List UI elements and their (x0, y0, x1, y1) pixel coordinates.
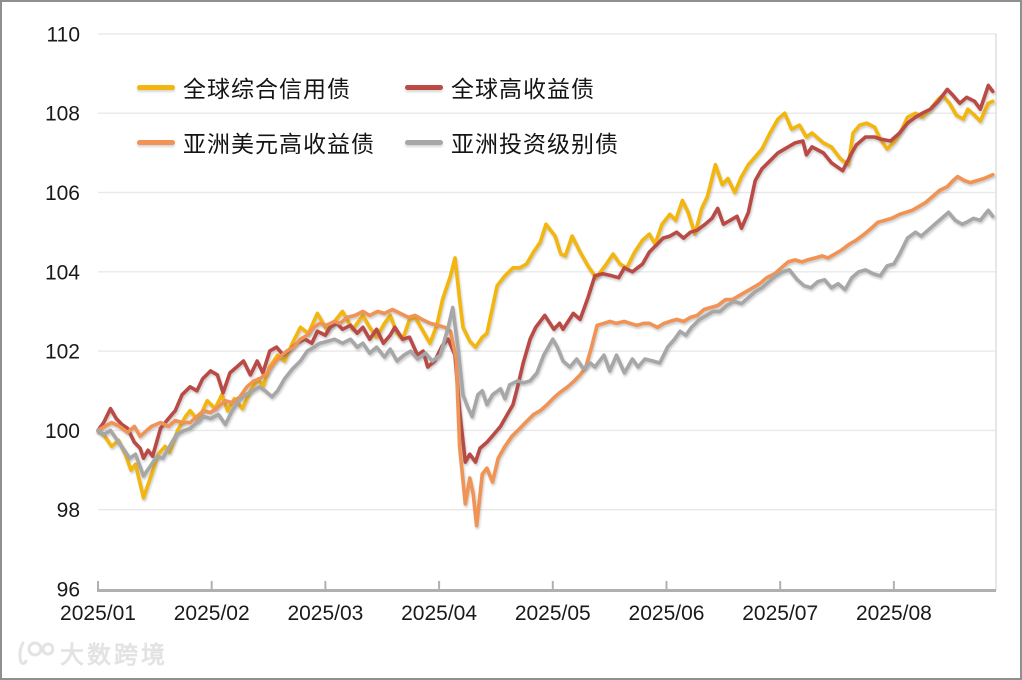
legend-label: 亚洲投资级别债 (451, 131, 619, 157)
x-tick-label-2025/03: 2025/03 (287, 602, 363, 625)
y-tick-label-108: 108 (45, 103, 80, 126)
x-tick-label-2025/04: 2025/04 (401, 602, 477, 625)
series-line-全球高收益债 (96, 83, 995, 464)
y-tick-label-104: 104 (45, 261, 80, 284)
legend-swatch-icon (405, 139, 443, 145)
legend-item-亚洲美元高收益债: 亚洲美元高收益债 (137, 125, 375, 159)
watermark: 大数跨境 (16, 635, 168, 670)
legend-swatch-icon (137, 139, 175, 145)
series-line-全球综合信用债 (96, 93, 995, 500)
y-tick-label-100: 100 (45, 420, 80, 443)
x-tick-label-2025/05: 2025/05 (515, 602, 591, 625)
legend-label: 亚洲美元高收益债 (183, 131, 375, 157)
series-line-亚洲美元高收益债 (96, 172, 995, 528)
legend-swatch-icon (405, 84, 443, 90)
y-tick-label-98: 98 (57, 499, 80, 522)
y-tick-label-106: 106 (45, 182, 80, 205)
legend-item-全球高收益债: 全球高收益债 (405, 70, 595, 104)
y-tick-label-96: 96 (57, 579, 80, 602)
y-tick-label-102: 102 (45, 341, 80, 364)
legend-item-亚洲投资级别债: 亚洲投资级别债 (405, 125, 619, 159)
legend-item-全球综合信用债: 全球综合信用债 (137, 70, 351, 104)
x-tick-label-2025/07: 2025/07 (742, 602, 818, 625)
x-tick-label-2025/01: 2025/01 (60, 602, 136, 625)
legend-label: 全球高收益债 (451, 76, 595, 102)
series-line-亚洲投资级别债 (96, 208, 995, 478)
legend-swatch-icon (137, 84, 175, 90)
x-tick-label-2025/06: 2025/06 (629, 602, 705, 625)
watermark-text: 大数跨境 (60, 642, 168, 669)
x-tick-label-2025/02: 2025/02 (174, 602, 250, 625)
x-tick-label-2025/08: 2025/08 (856, 602, 932, 625)
watermark-100-logo (18, 641, 54, 665)
y-tick-label-110: 110 (47, 23, 80, 46)
legend-label: 全球综合信用债 (183, 76, 351, 102)
